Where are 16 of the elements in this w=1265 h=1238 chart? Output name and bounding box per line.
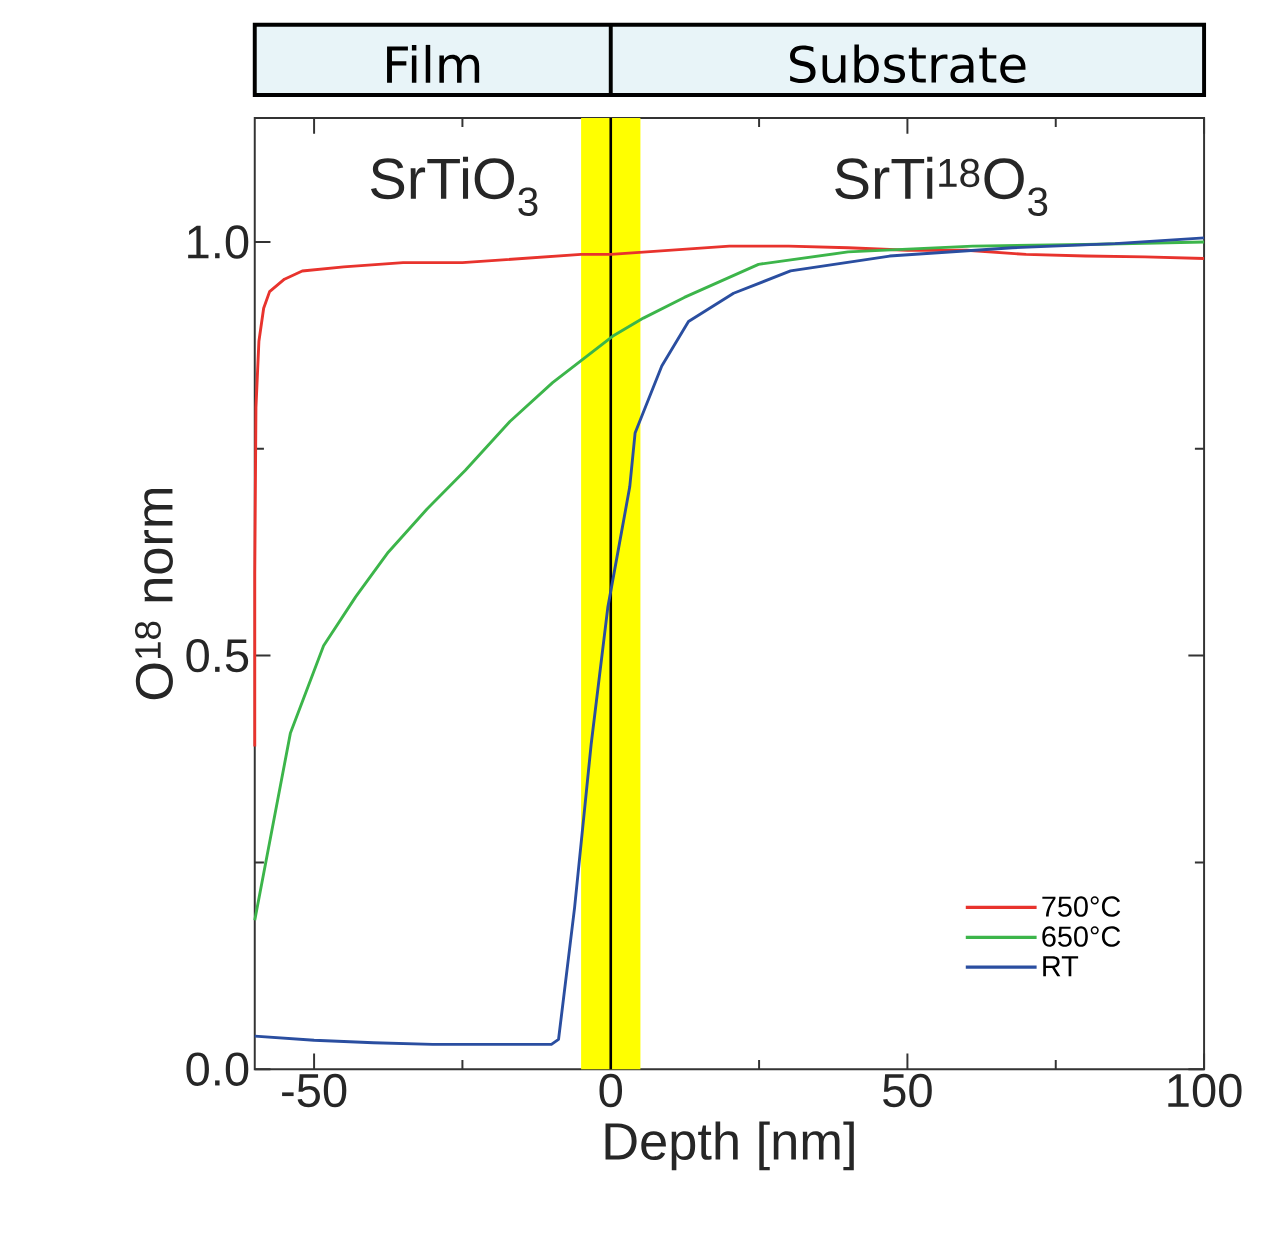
y-tick-label: 0.5 — [186, 638, 249, 673]
x-tick-label: 0 — [599, 1073, 623, 1108]
x-tick-label: -50 — [282, 1073, 347, 1108]
legend-label: 650°C — [1042, 926, 1121, 947]
y-axis-title: O$^{18}$ norm — [134, 488, 173, 700]
y-tick-label: 0.0 — [186, 1052, 249, 1086]
x-tick-label: 100 — [1168, 1073, 1242, 1108]
annotation: SrTiO$_{3}$ — [370, 156, 538, 216]
text: Film — [387, 44, 480, 83]
y-tick-label: 1.0 — [188, 225, 249, 259]
annotation: SrTi$^{18}$O$_{3}$ — [835, 156, 1048, 216]
x-axis-title: Depth [nm] — [605, 1121, 854, 1171]
legend-label: RT — [1043, 956, 1079, 977]
legend-label: 750°C — [1042, 896, 1121, 917]
x-tick-label: 50 — [883, 1073, 932, 1108]
text: Substrate — [790, 44, 1026, 83]
